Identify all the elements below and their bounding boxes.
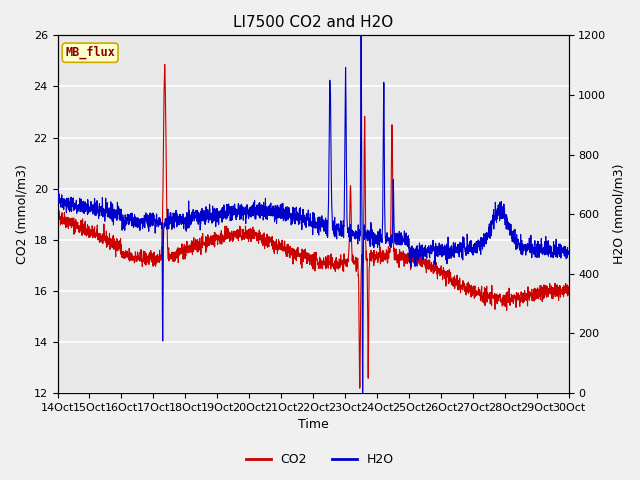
Text: MB_flux: MB_flux <box>65 46 115 60</box>
Y-axis label: CO2 (mmol/m3): CO2 (mmol/m3) <box>15 164 28 264</box>
X-axis label: Time: Time <box>298 419 328 432</box>
Title: LI7500 CO2 and H2O: LI7500 CO2 and H2O <box>233 15 393 30</box>
Legend: CO2, H2O: CO2, H2O <box>241 448 399 471</box>
Y-axis label: H2O (mmol/m3): H2O (mmol/m3) <box>612 164 625 264</box>
